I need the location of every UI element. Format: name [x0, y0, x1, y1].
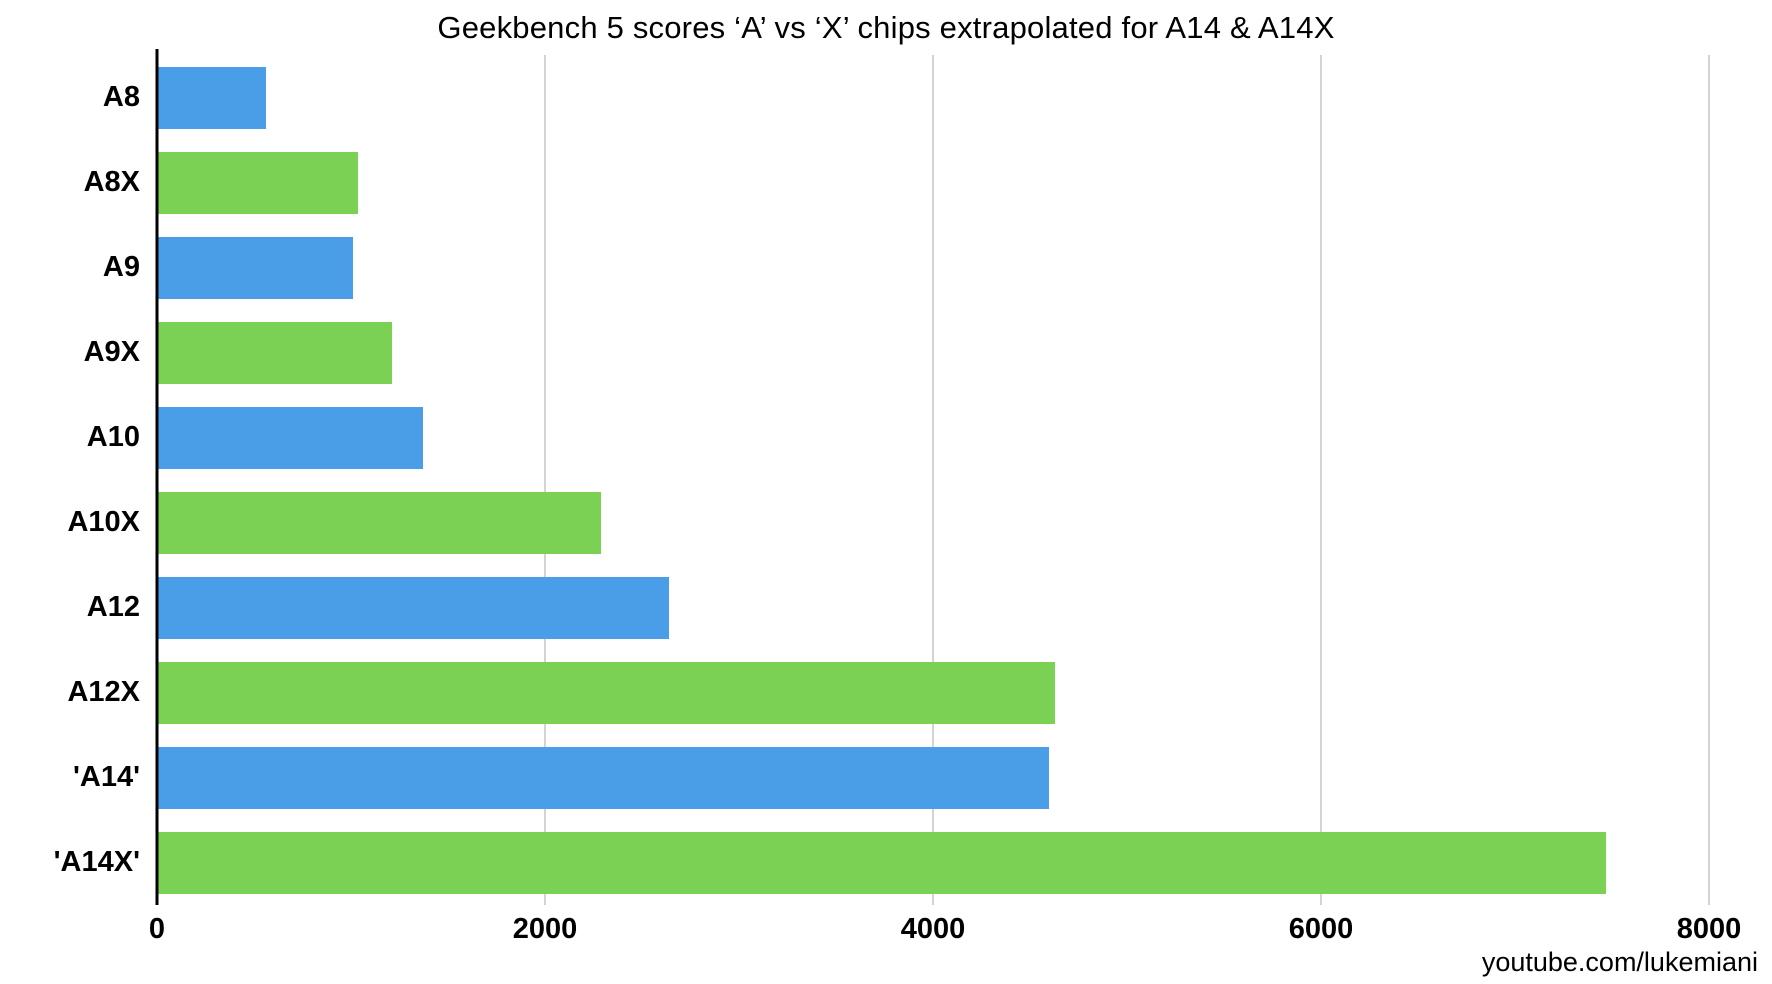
chart-row: [157, 310, 1709, 395]
chart-row: [157, 565, 1709, 650]
bar-a14x: [157, 832, 1607, 894]
bar-a10x: [157, 492, 602, 554]
chart-row: [157, 225, 1709, 310]
y-axis-label: A10: [86, 421, 140, 453]
y-axis-line: [155, 49, 159, 905]
bar-a8: [157, 67, 266, 129]
x-tick-label: 8000: [1676, 913, 1742, 945]
bar-a8x: [157, 152, 358, 214]
chart-row: [157, 820, 1709, 905]
chart-row: [157, 55, 1709, 140]
y-axis-label: A12X: [67, 676, 140, 708]
x-tick-label: 0: [148, 913, 166, 945]
chart-row: [157, 140, 1709, 225]
y-axis-label: A8X: [83, 166, 140, 198]
x-gridline: [932, 55, 934, 905]
bar-a14: [157, 747, 1050, 809]
y-axis-label: 'A14': [73, 761, 140, 793]
watermark: youtube.com/lukemiani: [1481, 947, 1758, 977]
x-tick-label: 2000: [512, 913, 578, 945]
bar-a9x: [157, 322, 392, 384]
chart-row: [157, 650, 1709, 735]
y-axis-label: A10X: [67, 506, 140, 538]
x-tick-label: 4000: [900, 913, 966, 945]
bar-a10: [157, 407, 423, 469]
chart-row: [157, 735, 1709, 820]
x-tick-label: 6000: [1288, 913, 1354, 945]
y-axis-label: A8: [102, 81, 140, 113]
chart-row: [157, 480, 1709, 565]
y-axis-label: A9: [102, 251, 140, 283]
x-gridline: [1708, 55, 1710, 905]
x-gridline: [544, 55, 546, 905]
bar-a9: [157, 237, 353, 299]
x-gridline: [1320, 55, 1322, 905]
chart-row: [157, 395, 1709, 480]
y-axis-label: A9X: [83, 336, 140, 368]
y-axis-labels: A8 A8X A9 A9X A10 A10X A12 A12X 'A14' 'A14X': [0, 55, 140, 905]
x-axis-labels: 0 2000 4000 6000 8000: [149, 913, 1741, 955]
bar-a12x: [157, 662, 1056, 724]
plot-area: [155, 49, 1710, 905]
y-axis-label: 'A14X': [53, 846, 140, 878]
y-axis-label: A12: [86, 591, 140, 623]
bar-a12: [157, 577, 670, 639]
chart-title: Geekbench 5 scores ‘A’ vs ‘X’ chips extr…: [437, 10, 1335, 45]
